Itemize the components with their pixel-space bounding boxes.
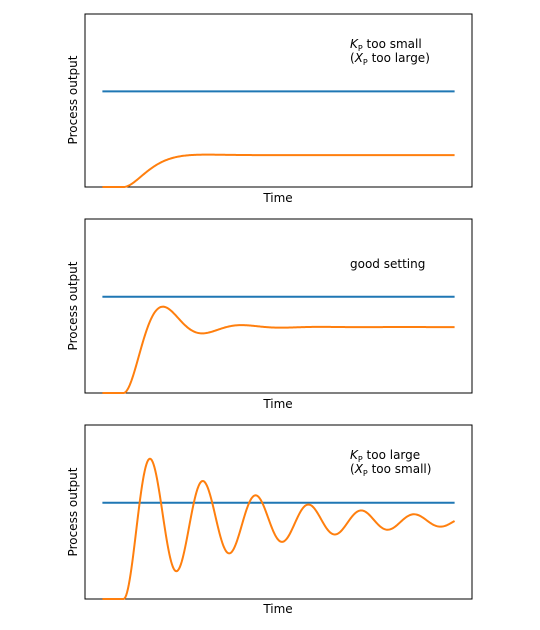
open-paren: ( [350,462,355,476]
x-subscript: P [363,58,368,67]
plot-frame [84,424,473,600]
y-axis-label: Process output [66,261,80,350]
k-subscript: P [358,44,363,53]
annotation-line-1: too small [367,37,422,51]
annotation-line-2: too small) [372,462,432,476]
annotation: KP too large (XP too small) [350,448,431,478]
response-curve [102,153,455,188]
x-symbol: X [354,51,364,65]
open-paren: ( [350,51,355,65]
annotation: good setting [350,257,425,271]
plot-frame [84,218,473,394]
y-axis-label: Process output [66,467,80,556]
annotation: KP too small (XP too large) [350,37,430,67]
response-curve [102,457,456,600]
k-symbol: K [350,448,359,462]
k-subscript: P [358,455,363,464]
x-subscript: P [363,469,368,478]
x-axis-label: Time [262,191,292,205]
x-axis-label: Time [262,397,292,411]
plot-frame [84,13,473,188]
panel-2: Time Process output good setting [66,218,473,411]
y-axis-label: Process output [66,55,80,144]
panel-1: Time Process output KP too small (XP too… [66,13,473,205]
x-symbol: X [354,462,364,476]
annotation-line-1: too large [367,448,421,462]
annotation-line-2: too large) [372,51,430,65]
panel-3: Time Process output KP too large (XP too… [66,424,473,616]
x-axis-label: Time [262,602,292,616]
response-curve [102,305,455,394]
k-symbol: K [350,37,359,51]
